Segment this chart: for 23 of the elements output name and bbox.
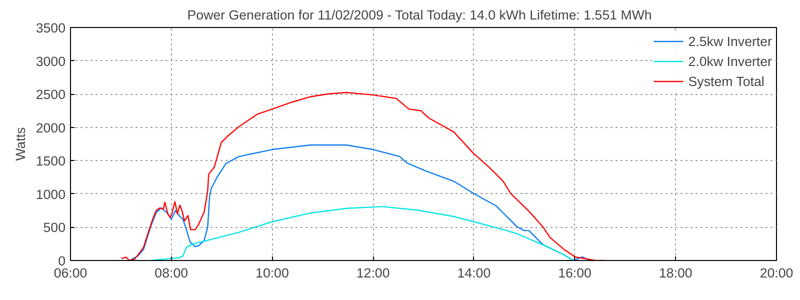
x-tick-label: 18:00 — [658, 266, 692, 280]
y-tick-label: 1000 — [36, 186, 66, 202]
line-series — [150, 206, 574, 260]
y-tick-label: 500 — [43, 220, 66, 236]
x-tick-label: 14:00 — [457, 266, 491, 280]
y-axis-title: Watts — [12, 126, 28, 161]
legend-label: System Total — [688, 74, 764, 88]
chart-title: Power Generation for 11/02/2009 - Total Today: 14.0 kWh Lifetime: 1.551 MWh — [187, 8, 652, 22]
legend-label: 2.5kw Inverter — [688, 34, 772, 48]
x-tick-label: 10:00 — [256, 266, 289, 280]
y-tick-label: 2500 — [36, 87, 66, 102]
legend-label: 2.0kw Inverter — [688, 54, 772, 68]
x-tick-label: 20:00 — [760, 266, 794, 280]
line-series — [128, 144, 591, 260]
y-tick-label: 3000 — [36, 54, 66, 69]
y-tick-label: 3500 — [36, 20, 66, 36]
x-tick-label: 16:00 — [558, 266, 592, 280]
x-tick-label: 08:00 — [154, 266, 188, 280]
y-tick-label: 0 — [58, 254, 66, 268]
x-tick-label: 12:00 — [356, 266, 390, 280]
y-tick-label: 1500 — [36, 154, 66, 169]
y-tick-label: 2000 — [36, 120, 66, 136]
x-tick-label: 06:00 — [54, 266, 88, 280]
